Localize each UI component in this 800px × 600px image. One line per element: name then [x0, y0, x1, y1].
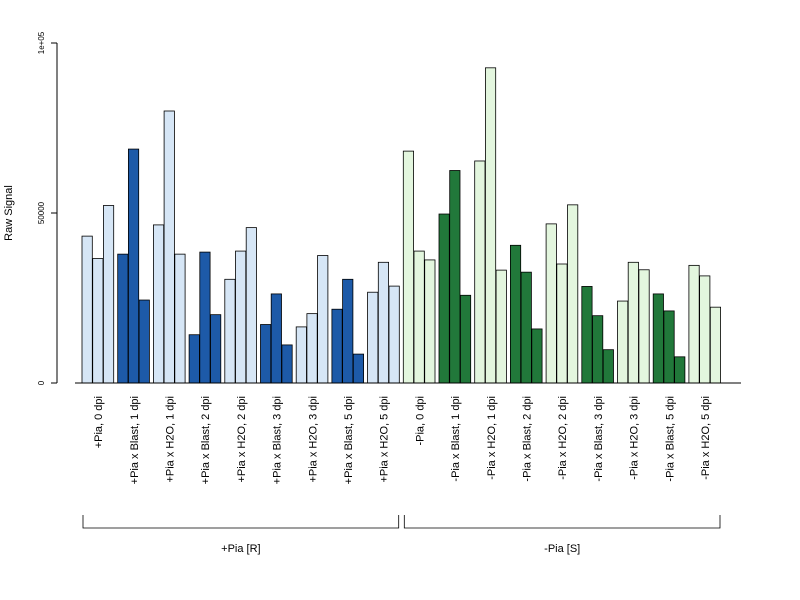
- bar: [663, 310, 675, 384]
- y-tick-label: 0: [37, 380, 46, 385]
- bar: [174, 253, 186, 384]
- bar: [424, 259, 436, 384]
- bar: [352, 353, 364, 384]
- bar: [103, 205, 115, 384]
- bar: [438, 213, 450, 384]
- group-bracket: [82, 515, 400, 529]
- bar: [317, 255, 329, 384]
- bar: [388, 285, 400, 384]
- bar: [92, 258, 104, 384]
- bar: [495, 269, 507, 384]
- bar: [674, 356, 686, 384]
- bar: [117, 253, 129, 384]
- bar: [592, 315, 604, 384]
- bar: [367, 291, 379, 384]
- category-labels: +Pia, 0 dpi +Pia x Blast, 1 dpi +Pia x H2O…: [93, 396, 712, 484]
- bar: [235, 250, 247, 384]
- bar: [245, 227, 257, 384]
- bar: [699, 275, 711, 384]
- y-tick-label: 1e+05: [37, 31, 46, 54]
- bar: [484, 67, 497, 384]
- category-label: -Pia x H2O, 2 dpi: [557, 396, 569, 480]
- bars: [81, 67, 721, 384]
- bar: [413, 250, 425, 384]
- group-brackets: +Pia [R] -Pia [S]: [82, 515, 721, 555]
- category-label: +Pia, 0 dpi: [93, 396, 105, 448]
- bar: [138, 299, 150, 384]
- bar: [509, 244, 522, 384]
- bar: [709, 306, 721, 384]
- category-label: +Pia x Blast, 1 dpi: [129, 396, 141, 484]
- bar: [331, 308, 343, 384]
- bar: [377, 261, 389, 384]
- bar: [81, 235, 93, 384]
- category-label: -Pia x H2O, 5 dpi: [700, 396, 712, 480]
- category-label: -Pia x Blast, 5 dpi: [664, 396, 676, 482]
- bar: [402, 150, 414, 384]
- bar: [260, 324, 272, 384]
- category-label: +Pia x H2O, 2 dpi: [236, 396, 248, 483]
- category-label: +Pia x H2O, 1 dpi: [165, 396, 177, 483]
- bar: [602, 349, 614, 384]
- category-label: -Pia, 0 dpi: [414, 396, 426, 446]
- bar: [545, 223, 557, 384]
- bar: [531, 328, 543, 384]
- bar: [199, 251, 211, 384]
- category-label: +Pia x Blast, 5 dpi: [343, 396, 355, 484]
- bar: [210, 314, 222, 384]
- bar: [306, 313, 318, 384]
- bar: [567, 204, 579, 384]
- bar: [281, 344, 293, 384]
- bar: [270, 293, 282, 384]
- bar: [688, 264, 700, 384]
- category-label: -Pia x Blast, 2 dpi: [522, 396, 534, 482]
- bar: [449, 170, 461, 384]
- y-tick-label: 50000: [37, 201, 46, 224]
- bar: [627, 261, 639, 384]
- bar: [652, 293, 664, 384]
- bar: [638, 269, 650, 384]
- group-label: +Pia [R]: [221, 543, 260, 555]
- category-label: -Pia x Blast, 3 dpi: [593, 396, 605, 482]
- category-label: -Pia x H2O, 3 dpi: [629, 396, 641, 480]
- category-label: -Pia x H2O, 1 dpi: [486, 396, 498, 480]
- bar: [188, 334, 200, 384]
- bar: [152, 224, 165, 384]
- category-label: +Pia x Blast, 3 dpi: [272, 396, 284, 484]
- y-axis: 0 50000 1e+05: [37, 31, 58, 385]
- bar: [163, 110, 175, 384]
- bar: [295, 326, 307, 384]
- category-label: +Pia x H2O, 5 dpi: [379, 396, 391, 483]
- bar: [342, 278, 354, 384]
- bar: [474, 160, 486, 384]
- group-label: -Pia [S]: [544, 543, 580, 555]
- category-label: +Pia x Blast, 2 dpi: [200, 396, 212, 484]
- bar: [520, 271, 532, 384]
- category-label: +Pia x H2O, 3 dpi: [307, 396, 319, 483]
- bar: [556, 263, 568, 384]
- bar: [459, 294, 472, 384]
- y-axis-label: Raw Signal: [3, 185, 15, 241]
- group-bracket: [403, 515, 721, 529]
- category-label: -Pia x Blast, 1 dpi: [450, 396, 462, 482]
- bar: [224, 278, 236, 384]
- bar: [127, 148, 140, 384]
- bar: [617, 300, 629, 384]
- bar: [581, 286, 593, 384]
